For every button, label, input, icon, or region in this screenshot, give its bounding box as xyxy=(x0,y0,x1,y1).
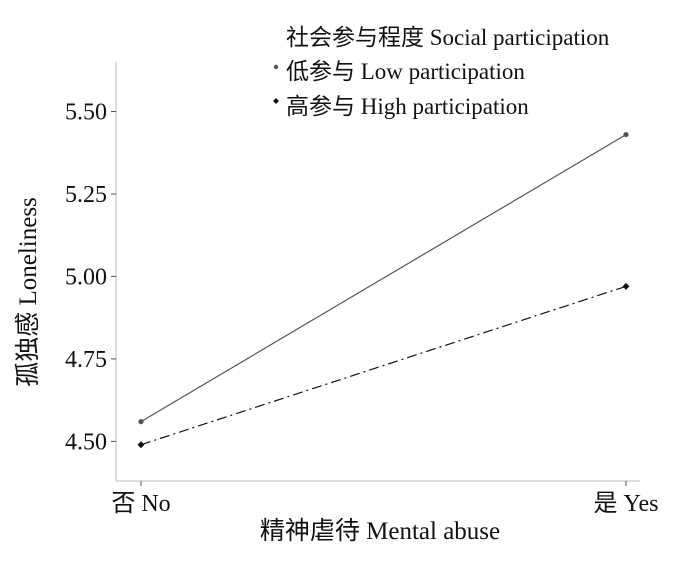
x-tick-label: 否 No xyxy=(111,491,170,517)
x-tick-label: 是 Yes xyxy=(594,491,659,517)
series-layer xyxy=(137,131,630,449)
y-ticks: 4.50 4.75 5.00 5.25 5.50 xyxy=(65,99,116,455)
axes xyxy=(115,62,640,482)
data-point-low xyxy=(138,419,144,425)
y-tick-label: 5.00 xyxy=(65,264,107,290)
y-axis-title: 孤独感 Loneliness xyxy=(14,197,42,387)
data-point-high xyxy=(622,282,630,290)
x-axis-title: 精神虐待 Mental abuse xyxy=(260,517,500,545)
data-point-low xyxy=(623,131,629,138)
legend-label-high: 高参与 High participation xyxy=(286,94,529,119)
x-ticks: 否 No 是 Yes xyxy=(111,481,658,517)
y-tick-label: 4.75 xyxy=(65,347,107,373)
y-tick-label: 5.50 xyxy=(65,99,107,125)
y-tick-label: 4.50 xyxy=(65,429,107,455)
legend-title: 社会参与程度 Social participation xyxy=(286,25,610,50)
legend-marker-low xyxy=(273,64,279,70)
data-point-high xyxy=(137,441,145,449)
y-tick-label: 5.25 xyxy=(65,182,107,208)
series-line-high xyxy=(140,285,627,446)
legend-marker-high xyxy=(273,98,279,104)
legend: 社会参与程度 Social participation 低参与 Low part… xyxy=(273,25,610,119)
series-line-low xyxy=(140,134,627,423)
legend-label-low: 低参与 Low participation xyxy=(286,59,525,84)
